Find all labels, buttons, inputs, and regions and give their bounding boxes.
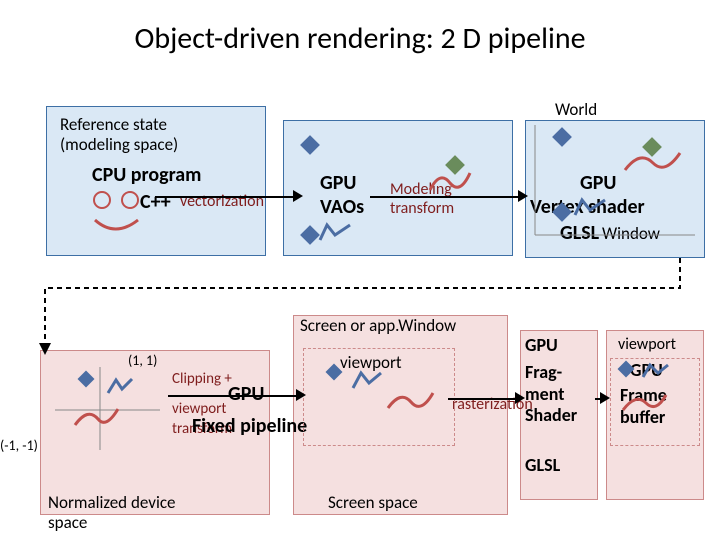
- squiggle-icon: [425, 165, 475, 195]
- smile-icon: [90, 190, 150, 240]
- label-reference: Reference state (modeling space): [60, 115, 178, 156]
- page-title: Object-driven rendering: 2 D pipeline: [0, 0, 720, 67]
- label-gpu-frag-g: GLSL: [525, 455, 560, 477]
- arrow-head-icon: [293, 190, 303, 202]
- arrow-line: [155, 196, 295, 198]
- label-vectorization: vectorization: [180, 192, 264, 211]
- coord-bl: (-1, -1): [0, 438, 38, 455]
- arrow-line: [448, 398, 518, 400]
- arrow-head-icon: [515, 392, 525, 404]
- arrow-head-icon: [518, 190, 528, 202]
- label-screenspace: Screen space: [328, 493, 418, 513]
- label-gpu-vaos: VAOs: [320, 195, 364, 219]
- diamond-icon: [295, 130, 325, 160]
- axes-icon: [525, 115, 705, 255]
- arrow-head-icon: [600, 392, 610, 404]
- fb-viewport-box: [610, 358, 700, 446]
- ndc-graphics-icon: [40, 355, 265, 505]
- squiggle-icon: [315, 220, 355, 245]
- arrow-head-icon: [296, 389, 306, 401]
- label-gpu-vaos-t: GPU: [320, 171, 356, 195]
- screen-graphics-icon: [303, 348, 455, 446]
- arrow-path-icon: [30, 258, 710, 358]
- label-cpu-program: CPU program: [92, 163, 201, 187]
- arrow-line: [370, 196, 520, 198]
- label-gpu-frag: Frag-mentShader: [525, 362, 595, 427]
- arrow-line: [168, 395, 298, 397]
